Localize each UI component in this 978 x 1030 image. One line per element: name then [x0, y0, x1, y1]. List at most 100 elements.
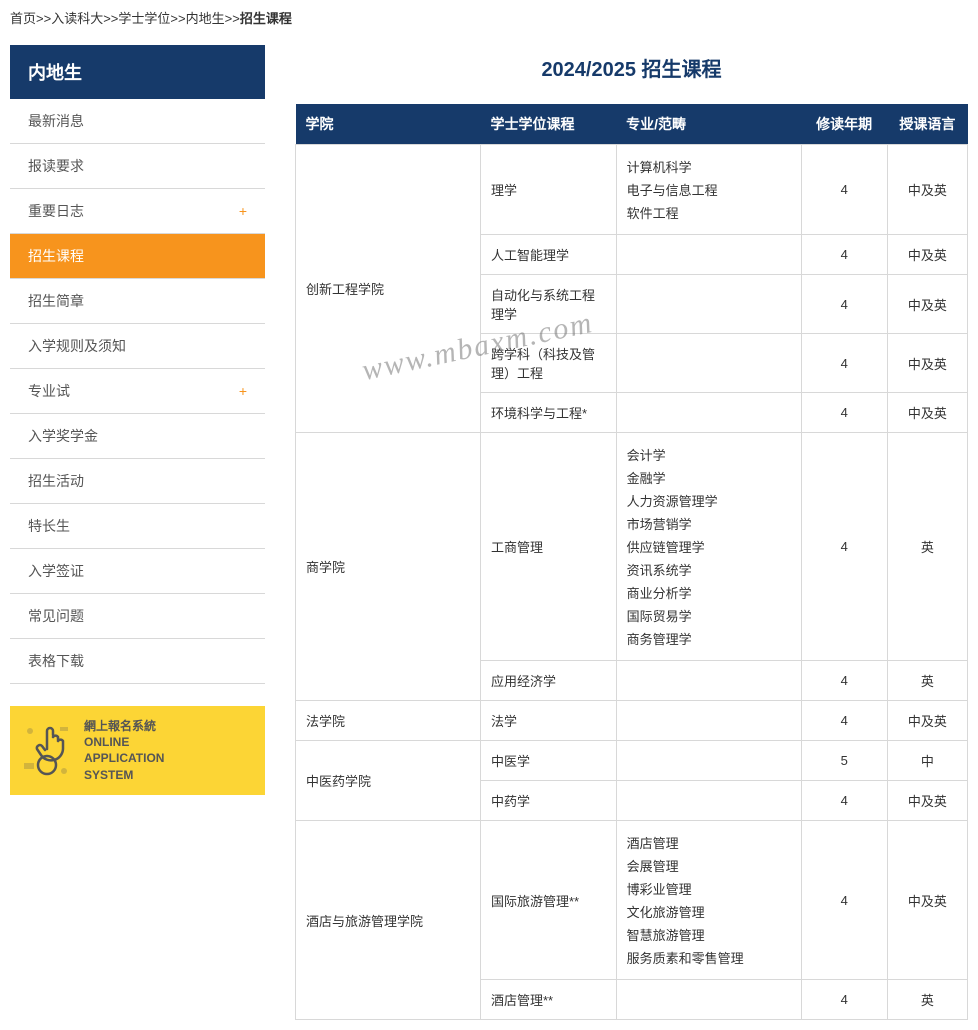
cell-years: 4 [801, 275, 887, 334]
cell-program: 应用经济学 [480, 661, 616, 701]
cell-specialties [616, 393, 801, 433]
sidebar-item-label: 常见问题 [28, 606, 84, 626]
cell-specialties: 酒店管理会展管理博彩业管理文化旅游管理智慧旅游管理服务质素和零售管理 [616, 821, 801, 980]
online-application-banner[interactable]: 網上報名系統 ONLINE APPLICATION SYSTEM [10, 706, 265, 795]
cell-language: 中及英 [887, 701, 967, 741]
cell-specialties [616, 741, 801, 781]
cell-language: 中及英 [887, 821, 967, 980]
cell-language: 中及英 [887, 334, 967, 393]
sidebar-item-label: 特长生 [28, 516, 70, 536]
cell-years: 4 [801, 145, 887, 235]
pointer-hand-icon [22, 723, 72, 778]
breadcrumb-current: 招生课程 [240, 11, 292, 26]
cell-language: 英 [887, 661, 967, 701]
table-row: 中医药学院中医学5中 [296, 741, 968, 781]
cell-years: 4 [801, 701, 887, 741]
table-row: 创新工程学院理学计算机科学电子与信息工程软件工程4中及英 [296, 145, 968, 235]
cell-college: 商学院 [296, 433, 481, 701]
cell-years: 4 [801, 235, 887, 275]
sidebar-item-label: 最新消息 [28, 111, 84, 131]
cell-program: 中药学 [480, 781, 616, 821]
sidebar-item-9[interactable]: 特长生 [10, 504, 265, 549]
sidebar-item-12[interactable]: 表格下载 [10, 639, 265, 684]
cell-specialties [616, 980, 801, 1020]
page-title: 2024/2025 招生课程 [295, 45, 968, 104]
cell-years: 4 [801, 334, 887, 393]
cell-college: 法学院 [296, 701, 481, 741]
breadcrumb-link[interactable]: 学士学位 [118, 11, 170, 26]
sidebar-item-10[interactable]: 入学签证 [10, 549, 265, 594]
cell-specialties [616, 701, 801, 741]
sidebar-item-label: 招生活动 [28, 471, 84, 491]
sidebar-item-7[interactable]: 入学奖学金 [10, 414, 265, 459]
cell-program: 跨学科（科技及管理）工程 [480, 334, 616, 393]
cell-language: 中及英 [887, 145, 967, 235]
banner-text: 網上報名系統 ONLINE APPLICATION SYSTEM [84, 718, 164, 783]
expand-icon: + [239, 203, 247, 219]
table-header: 授课语言 [887, 104, 967, 145]
sidebar-item-4[interactable]: 招生简章 [10, 279, 265, 324]
breadcrumb-link[interactable]: 入读科大 [51, 11, 103, 26]
sidebar-item-label: 入学签证 [28, 561, 84, 581]
cell-years: 4 [801, 821, 887, 980]
cell-years: 4 [801, 661, 887, 701]
cell-specialties [616, 275, 801, 334]
sidebar-item-8[interactable]: 招生活动 [10, 459, 265, 504]
cell-specialties [616, 235, 801, 275]
sidebar-item-11[interactable]: 常见问题 [10, 594, 265, 639]
cell-program: 法学 [480, 701, 616, 741]
table-row: 酒店与旅游管理学院国际旅游管理**酒店管理会展管理博彩业管理文化旅游管理智慧旅游… [296, 821, 968, 980]
breadcrumb-link[interactable]: 内地生 [186, 11, 225, 26]
cell-program: 中医学 [480, 741, 616, 781]
table-header: 学士学位课程 [480, 104, 616, 145]
sidebar: 内地生 最新消息报读要求重要日志+ 招生课程招生简章入学规则及须知专业试 + 入学奖学… [10, 45, 265, 1020]
cell-program: 工商管理 [480, 433, 616, 661]
table-header: 学院 [296, 104, 481, 145]
programs-table: 学院学士学位课程专业/范畴修读年期授课语言 创新工程学院理学计算机科学电子与信息… [295, 104, 968, 1020]
cell-program: 国际旅游管理** [480, 821, 616, 980]
cell-program: 环境科学与工程* [480, 393, 616, 433]
table-row: 商学院工商管理会计学金融学人力资源管理学市场营销学供应链管理学资讯系统学商业分析… [296, 433, 968, 661]
sidebar-header: 内地生 [10, 45, 265, 99]
table-header: 专业/范畴 [616, 104, 801, 145]
table-row: 法学院法学 4中及英 [296, 701, 968, 741]
expand-icon: + [239, 383, 247, 399]
cell-years: 4 [801, 781, 887, 821]
sidebar-item-5[interactable]: 入学规则及须知 [10, 324, 265, 369]
sidebar-item-label: 入学规则及须知 [28, 336, 126, 356]
cell-specialties [616, 661, 801, 701]
breadcrumb-link[interactable]: 首页 [10, 11, 36, 26]
cell-years: 4 [801, 393, 887, 433]
cell-specialties: 计算机科学电子与信息工程软件工程 [616, 145, 801, 235]
sidebar-item-label: 报读要求 [28, 156, 84, 176]
cell-years: 4 [801, 980, 887, 1020]
sidebar-item-label: 招生简章 [28, 291, 84, 311]
sidebar-item-label: 专业试 [28, 381, 70, 401]
cell-specialties [616, 334, 801, 393]
sidebar-item-0[interactable]: 最新消息 [10, 99, 265, 144]
cell-language: 英 [887, 980, 967, 1020]
cell-college: 中医药学院 [296, 741, 481, 821]
sidebar-item-3[interactable]: 招生课程 [10, 234, 265, 279]
sidebar-item-1[interactable]: 报读要求 [10, 144, 265, 189]
cell-language: 中 [887, 741, 967, 781]
sidebar-item-label: 招生课程 [28, 246, 84, 266]
cell-years: 5 [801, 741, 887, 781]
cell-specialties [616, 781, 801, 821]
table-header: 修读年期 [801, 104, 887, 145]
cell-years: 4 [801, 433, 887, 661]
cell-program: 自动化与系统工程理学 [480, 275, 616, 334]
cell-language: 英 [887, 433, 967, 661]
sidebar-item-2[interactable]: 重要日志+ [10, 189, 265, 234]
main-content: 2024/2025 招生课程 学院学士学位课程专业/范畴修读年期授课语言 创新工… [295, 45, 968, 1020]
sidebar-item-6[interactable]: 专业试 + [10, 369, 265, 414]
cell-college: 酒店与旅游管理学院 [296, 821, 481, 1020]
cell-program: 理学 [480, 145, 616, 235]
cell-program: 人工智能理学 [480, 235, 616, 275]
cell-program: 酒店管理** [480, 980, 616, 1020]
cell-language: 中及英 [887, 235, 967, 275]
cell-specialties: 会计学金融学人力资源管理学市场营销学供应链管理学资讯系统学商业分析学国际贸易学商… [616, 433, 801, 661]
cell-college: 创新工程学院 [296, 145, 481, 433]
cell-language: 中及英 [887, 781, 967, 821]
sidebar-item-label: 入学奖学金 [28, 426, 98, 446]
